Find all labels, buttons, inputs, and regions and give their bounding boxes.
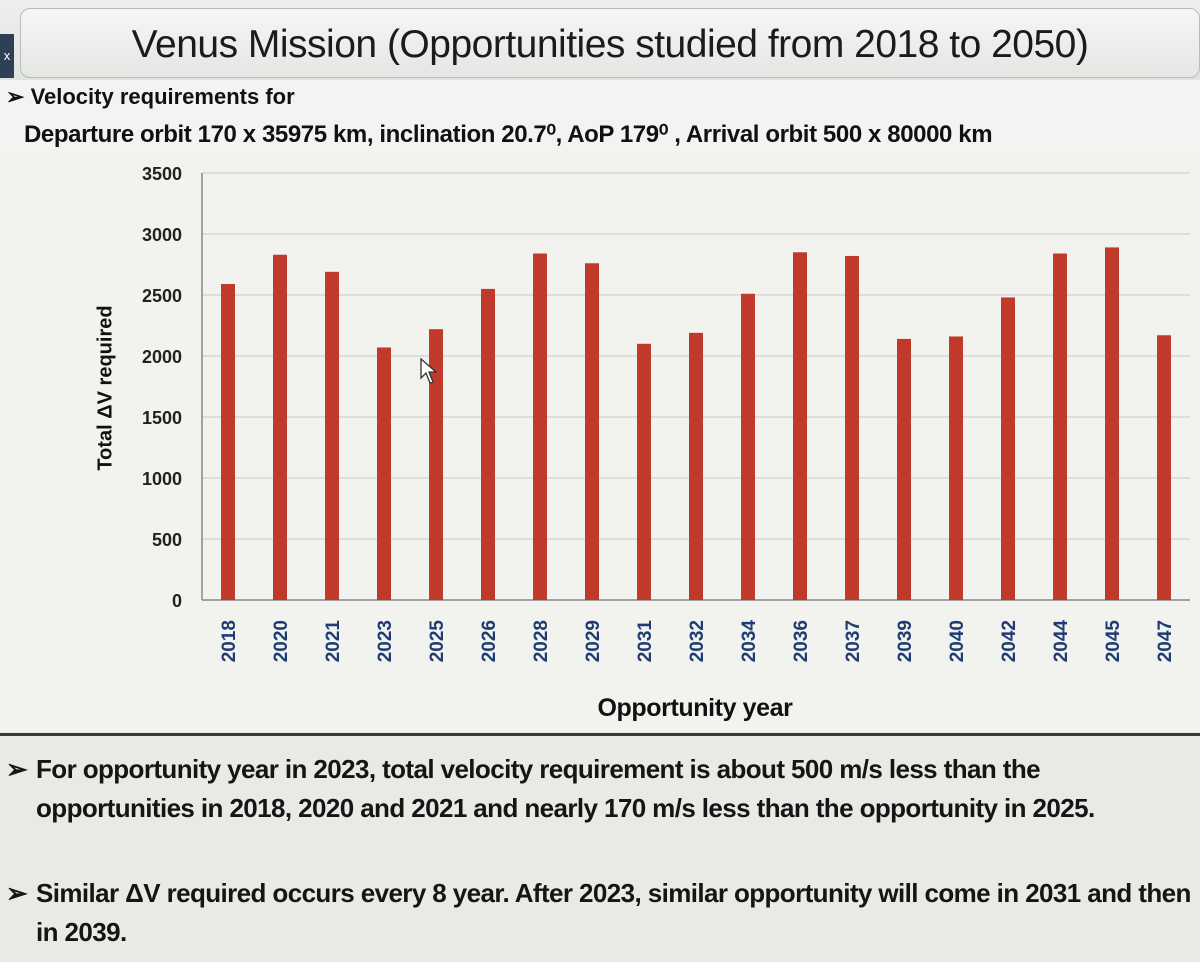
close-tab-button[interactable]: x (0, 34, 14, 78)
bar-2018 (221, 284, 235, 600)
bar-2042 (1001, 297, 1015, 600)
mouse-cursor-icon (420, 358, 438, 384)
note-1-text: For opportunity year in 2023, total velo… (36, 754, 1095, 823)
x-tick-label: 2047 (1155, 620, 1176, 662)
y-tick-label: 1500 (142, 408, 182, 428)
y-axis-title: Total ΔV required (94, 305, 117, 471)
x-tick-label: 2032 (687, 620, 708, 662)
header-lines (0, 80, 1200, 162)
y-tick-label: 3000 (142, 225, 182, 245)
bar-chart: 0 500 1000 1500 2000 2500 3000 3500 2018 2020 2021… (142, 164, 1190, 663)
divider (0, 733, 1200, 736)
y-tick-label: 500 (152, 530, 182, 550)
x-axis-title: Opportunity year (597, 694, 793, 722)
x-tick-label: 2034 (739, 620, 760, 663)
x-tick-label: 2039 (895, 620, 916, 662)
note-1: ➢ For opportunity year in 2023, total ve… (6, 750, 1196, 828)
x-tick-label: 2044 (1051, 620, 1072, 663)
x-tick-label: 2028 (531, 620, 552, 662)
bar-2036 (793, 252, 807, 601)
x-tick-label: 2036 (791, 620, 812, 662)
y-tick-label: 2500 (142, 286, 182, 306)
bar-2021 (325, 271, 339, 600)
x-tick-label: 2037 (843, 620, 864, 662)
note-2-text: Similar ΔV required occurs every 8 year.… (36, 878, 1191, 947)
title-bar: Venus Mission (Opportunities studied fro… (0, 0, 1200, 84)
x-tick-label: 2023 (375, 620, 396, 662)
x-tick-label: 2020 (271, 620, 292, 662)
y-tick-label: 1000 (142, 469, 182, 489)
velocity-heading: ➢ Velocity requirements for (6, 84, 295, 110)
bar-2047 (1157, 335, 1171, 600)
x-tick-label: 2031 (635, 620, 656, 663)
note-2: ➢ Similar ΔV required occurs every 8 yea… (6, 874, 1196, 952)
bar-2023 (377, 347, 391, 600)
bar-2045 (1105, 247, 1119, 601)
bar-2025 (429, 329, 443, 600)
bar-2029 (585, 263, 599, 600)
x-tick-label: 2021 (323, 620, 344, 663)
bar-2039 (897, 338, 911, 600)
bar-2026 (481, 288, 495, 600)
y-tick-label: 3500 (142, 164, 182, 184)
bar-2044 (1053, 253, 1067, 600)
title-box: Venus Mission (Opportunities studied fro… (20, 8, 1200, 78)
x-tick-label: 2045 (1103, 620, 1124, 663)
chart-area (0, 158, 1200, 732)
bar-2037 (845, 255, 859, 600)
bar-2020 (273, 254, 287, 601)
x-tick-label: 2042 (999, 620, 1020, 662)
x-tick-label: 2018 (219, 620, 240, 662)
notes-section: ➢ For opportunity year in 2023, total ve… (0, 736, 1200, 962)
y-tick-label: 2000 (142, 347, 182, 367)
slide-title: Venus Mission (Opportunities studied fro… (131, 23, 1089, 66)
x-tick-label: 2040 (947, 620, 968, 662)
bar-2031 (637, 343, 651, 600)
bullet-arrow-icon: ➢ (6, 84, 25, 109)
bar-2040 (949, 336, 963, 600)
orbit-parameters: Departure orbit 170 x 35975 km, inclinat… (24, 121, 993, 148)
y-tick-label: 0 (172, 591, 182, 611)
velocity-heading-text: Velocity requirements for (30, 84, 295, 109)
x-tick-label: 2026 (479, 620, 500, 662)
bar-2032 (689, 332, 703, 600)
x-tick-label: 2025 (427, 620, 448, 663)
bar-2028 (533, 253, 547, 600)
bar-2034 (741, 293, 755, 600)
bullet-arrow-icon: ➢ (6, 878, 28, 908)
x-tick-label: 2029 (583, 620, 604, 662)
bullet-arrow-icon: ➢ (6, 754, 28, 784)
